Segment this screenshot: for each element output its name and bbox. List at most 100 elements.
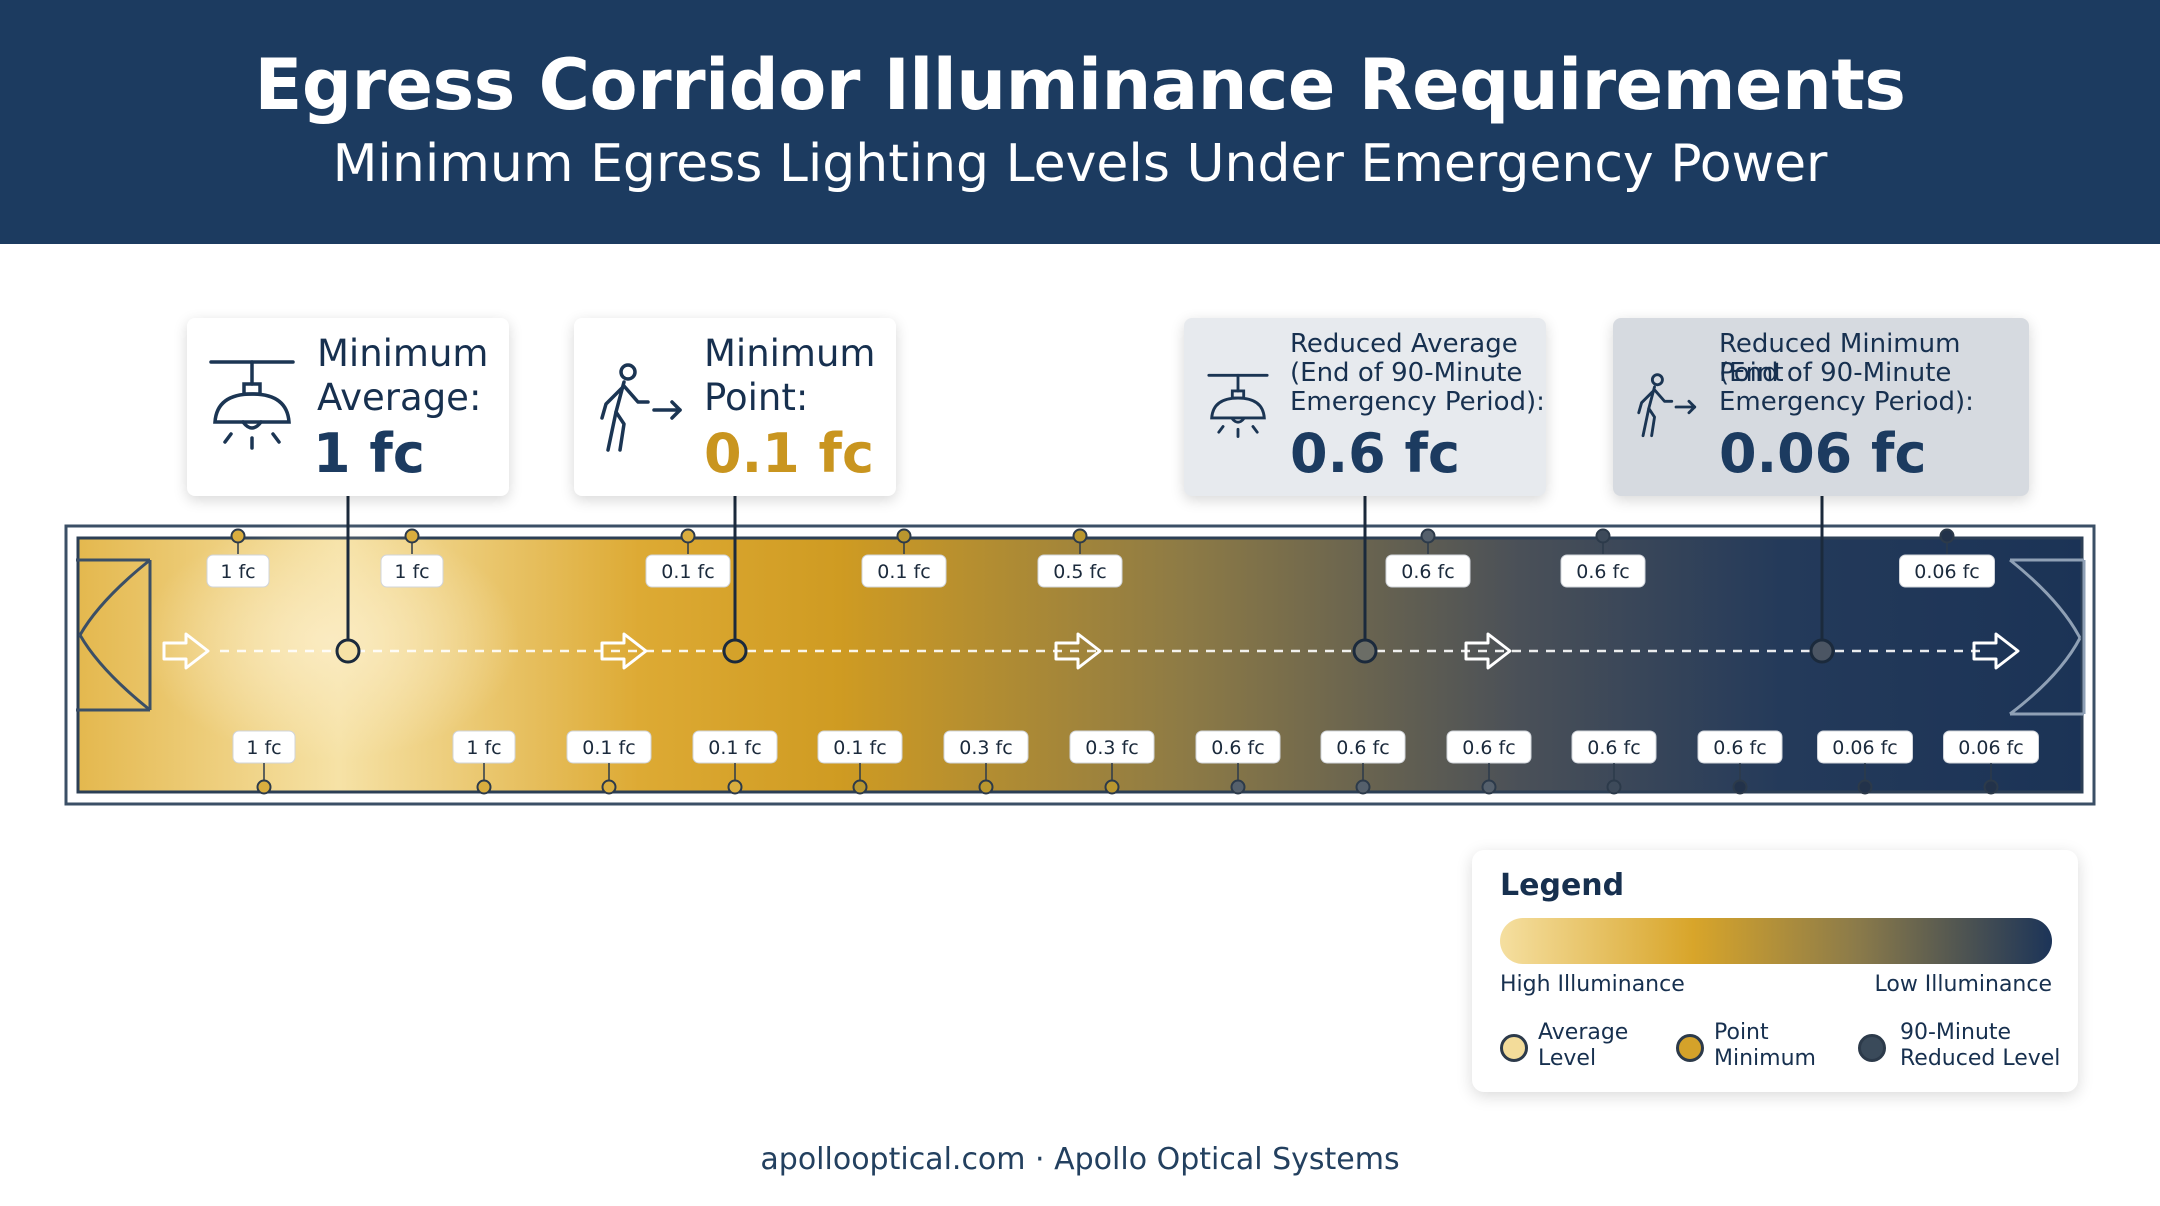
reading-tag-bg bbox=[1385, 554, 1471, 588]
egress-arrow-icon bbox=[600, 632, 648, 670]
reading-label: 0.1 fc bbox=[708, 737, 761, 759]
sensor-point-top bbox=[896, 528, 912, 544]
reading-bottom: 0.6 fc bbox=[1195, 730, 1281, 764]
legend-item-line1: 90-Minute bbox=[1900, 1020, 2012, 1045]
card-minimum-point: Minimum Point: 0.1 fc bbox=[574, 318, 896, 496]
sensor-point-bottom bbox=[476, 779, 492, 795]
legend-title: Legend bbox=[1500, 868, 1625, 903]
card-label-line2: (End of 90-Minute bbox=[1290, 358, 1523, 388]
reading-top: 1 fc bbox=[206, 554, 270, 588]
reading-label: 0.6 fc bbox=[1462, 737, 1515, 759]
legend-item-point: Point Minimum bbox=[1714, 1020, 1816, 1072]
reading-label: 0.6 fc bbox=[1336, 737, 1389, 759]
sensor-point-top bbox=[1072, 528, 1088, 544]
callout-marker bbox=[1809, 638, 1835, 664]
reading-label: 0.1 fc bbox=[833, 737, 886, 759]
egress-arrow-icon bbox=[1054, 632, 1102, 670]
reading-label: 1 fc bbox=[246, 737, 281, 759]
reading-bottom: 1 fc bbox=[232, 730, 296, 764]
card-label-line1: Reduced Minimum Point bbox=[1719, 329, 1961, 388]
legend-dot-average bbox=[1500, 1034, 1528, 1062]
sensor-point-top bbox=[680, 528, 696, 544]
reading-label: 0.6 fc bbox=[1211, 737, 1264, 759]
callout-marker bbox=[1352, 638, 1378, 664]
legend-item-line1: Average bbox=[1538, 1020, 1629, 1045]
egress-arrow-icon bbox=[1464, 632, 1512, 670]
sensor-point-top bbox=[230, 528, 246, 544]
reading-tag-bg bbox=[380, 554, 444, 588]
reading-label: 0.1 fc bbox=[661, 561, 714, 583]
legend-item-line2: Level bbox=[1538, 1046, 1597, 1071]
egress-arrow-icon bbox=[1972, 632, 2020, 670]
reading-tag-bg bbox=[861, 554, 947, 588]
legend-low-label: Low Illuminance bbox=[1874, 972, 2052, 997]
left-door bbox=[76, 558, 152, 712]
page-subtitle: Minimum Egress Lighting Levels Under Eme… bbox=[332, 134, 1828, 194]
reading-bottom: 0.1 fc bbox=[566, 730, 652, 764]
callout-marker bbox=[722, 638, 748, 664]
right-door bbox=[2009, 558, 2086, 716]
sensor-point-top bbox=[404, 528, 420, 544]
legend-item-line2: Minimum bbox=[1714, 1046, 1816, 1071]
reading-bottom: 0.6 fc bbox=[1697, 730, 1783, 764]
sensor-point-top bbox=[1595, 528, 1611, 544]
reading-label: 0.6 fc bbox=[1401, 561, 1454, 583]
reading-label: 0.6 fc bbox=[1587, 737, 1640, 759]
legend-item-reduced: 90-Minute Reduced Level bbox=[1900, 1020, 2060, 1072]
reading-top: 0.5 fc bbox=[1037, 554, 1123, 588]
card-label-line1: Reduced Average bbox=[1290, 329, 1518, 359]
walking-person-arrow-icon bbox=[594, 362, 686, 462]
reading-bottom: 0.6 fc bbox=[1446, 730, 1532, 764]
callout-marker bbox=[335, 638, 361, 664]
egress-arrow-icon bbox=[162, 632, 210, 670]
legend-item-line2: Reduced Level bbox=[1900, 1046, 2061, 1071]
sensor-point-bottom bbox=[1983, 779, 1999, 795]
card-label-line2: (End of 90-Minute bbox=[1719, 358, 1952, 388]
legend-item-line1: Point bbox=[1714, 1020, 1769, 1045]
reading-bottom: 0.6 fc bbox=[1571, 730, 1657, 764]
reading-bottom: 0.1 fc bbox=[817, 730, 903, 764]
reading-bottom: 0.3 fc bbox=[1069, 730, 1155, 764]
sensor-point-top bbox=[1420, 528, 1436, 544]
reading-label: 0.6 fc bbox=[1576, 561, 1629, 583]
reading-tag-bg bbox=[645, 554, 731, 588]
reading-label: 0.3 fc bbox=[959, 737, 1012, 759]
sensor-point-bottom bbox=[852, 779, 868, 795]
reading-label: 1 fc bbox=[394, 561, 429, 583]
footer-credit: apollooptical.com · Apollo Optical Syste… bbox=[760, 1142, 1400, 1177]
card-label-line1: Minimum bbox=[704, 332, 876, 375]
reading-tag-bg bbox=[206, 554, 270, 588]
reading-bottom: 0.1 fc bbox=[692, 730, 778, 764]
reading-label: 0.5 fc bbox=[1053, 561, 1106, 583]
header-banner: Egress Corridor Illuminance Requirements… bbox=[0, 0, 2160, 244]
sensor-point-bottom bbox=[1355, 779, 1371, 795]
reading-top: 0.1 fc bbox=[861, 554, 947, 588]
reading-label: 0.1 fc bbox=[582, 737, 635, 759]
sensor-point-bottom bbox=[1481, 779, 1497, 795]
reading-label: 1 fc bbox=[220, 561, 255, 583]
reading-bottom: 1 fc bbox=[452, 730, 516, 764]
card-reduced-minimum-point: Reduced Minimum Point (End of 90-Minute … bbox=[1613, 318, 2029, 496]
card-value: 0.06 fc bbox=[1719, 422, 1927, 485]
reading-top: 1 fc bbox=[380, 554, 444, 588]
reading-bottom: 0.6 fc bbox=[1320, 730, 1406, 764]
ceiling-lamp-icon bbox=[207, 358, 297, 462]
sensor-point-bottom bbox=[727, 779, 743, 795]
reading-tag-bg bbox=[1037, 554, 1123, 588]
sensor-point-bottom bbox=[978, 779, 994, 795]
reading-top: 0.6 fc bbox=[1385, 554, 1471, 588]
sensor-point-bottom bbox=[1606, 779, 1622, 795]
reading-bottom: 0.06 fc bbox=[1817, 730, 1913, 764]
reading-label: 0.06 fc bbox=[1958, 737, 2023, 759]
card-value: 0.6 fc bbox=[1290, 422, 1460, 485]
reading-label: 0.6 fc bbox=[1713, 737, 1766, 759]
reading-label: 0.06 fc bbox=[1914, 561, 1979, 583]
reading-bottom: 0.06 fc bbox=[1943, 730, 2039, 764]
light-glow bbox=[140, 520, 520, 760]
card-value: 0.1 fc bbox=[704, 422, 874, 485]
sensor-point-bottom bbox=[1104, 779, 1120, 795]
reading-label: 0.1 fc bbox=[877, 561, 930, 583]
reading-label: 0.3 fc bbox=[1085, 737, 1138, 759]
legend-dot-reduced bbox=[1858, 1034, 1886, 1062]
